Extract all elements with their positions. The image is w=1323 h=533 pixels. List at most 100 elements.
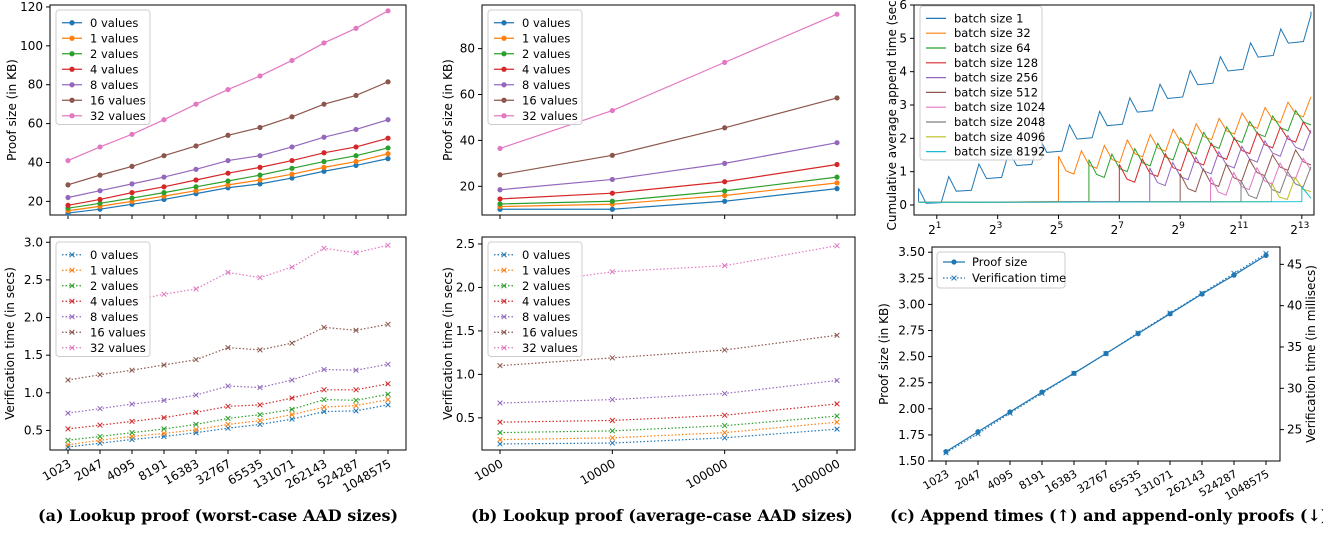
- y-tick-label: 0: [899, 198, 907, 212]
- legend-label: 0 values: [522, 16, 570, 30]
- data-point: [257, 411, 263, 418]
- data-point: [609, 152, 615, 158]
- series-line: [499, 421, 838, 441]
- data-point: [722, 179, 728, 185]
- marker-stroke: [161, 430, 167, 437]
- y-tick-label: 2.50: [898, 350, 925, 364]
- data-point: [321, 134, 327, 140]
- data-point: [722, 125, 728, 131]
- marker-stroke: [225, 344, 231, 351]
- marker-stroke: [609, 396, 616, 403]
- data-point: [1167, 311, 1173, 317]
- marker-stroke: [609, 440, 616, 446]
- data-point: [225, 269, 231, 276]
- data-point: [497, 436, 503, 443]
- data-point: [834, 401, 840, 407]
- marker-stroke: [834, 426, 840, 432]
- series-line: [918, 11, 1312, 204]
- panel-c-top-series-9: [918, 185, 1312, 203]
- data-point: [722, 160, 728, 166]
- data-point: [834, 332, 840, 338]
- marker-stroke: [497, 441, 503, 447]
- panel-a-bottom-series-1: [65, 396, 391, 448]
- data-point: [321, 101, 327, 107]
- data-point: [289, 340, 295, 346]
- marker-stroke: [1135, 330, 1141, 336]
- y-tick-label: 45: [1287, 257, 1302, 271]
- data-point: [385, 145, 391, 151]
- marker-stroke: [193, 392, 199, 398]
- marker-stroke: [65, 441, 71, 448]
- series-line: [499, 403, 838, 423]
- series-line: [499, 334, 838, 367]
- x-tick-label: 32767: [193, 456, 233, 487]
- y-tick-label: 40: [1287, 299, 1302, 313]
- marker-stroke: [834, 242, 840, 249]
- series-line: [918, 96, 1312, 203]
- panel-a-top-series-4: [65, 117, 391, 201]
- marker-stroke: [385, 396, 391, 403]
- data-point: [353, 126, 359, 133]
- y-tick-label: 3.25: [898, 271, 925, 285]
- panel-a-bottom-series-5: [65, 321, 391, 383]
- x-tick-label: 4095: [104, 456, 137, 483]
- marker-stroke: [1103, 350, 1109, 357]
- data-point: [321, 324, 327, 331]
- x-tick-label: 2047: [953, 467, 984, 492]
- marker-stroke: [65, 377, 71, 383]
- data-point: [257, 73, 263, 79]
- marker-stroke: [609, 417, 616, 424]
- data-point: [289, 144, 295, 150]
- data-point: [97, 200, 103, 206]
- data-point: [609, 198, 615, 204]
- panel-a-top-series-5: [65, 79, 391, 188]
- data-point: [65, 437, 71, 443]
- data-point: [353, 144, 359, 150]
- data-point: [129, 190, 135, 196]
- panel-a-bottom-series-2: [65, 391, 391, 443]
- data-point: [1199, 290, 1205, 297]
- data-point: [161, 153, 167, 159]
- marker-stroke: [225, 415, 231, 422]
- data-point: [129, 429, 135, 436]
- legend-label: 32 values: [90, 341, 146, 355]
- data-point: [97, 144, 103, 150]
- data-point: [161, 117, 167, 123]
- panel-c-bottom-series-1: [943, 250, 1269, 456]
- legend-label: batch size 2048: [954, 115, 1045, 129]
- series-line: [499, 13, 838, 150]
- data-point: [497, 400, 503, 406]
- marker-stroke: [257, 411, 263, 418]
- data-point: [65, 194, 71, 201]
- panel-c-top-ylabel: Cumulative average append time (secs): [885, 0, 899, 231]
- series-line: [499, 428, 838, 445]
- data-point: [609, 206, 615, 212]
- data-point: [609, 176, 615, 183]
- data-point: [225, 344, 231, 351]
- data-point: [501, 20, 507, 26]
- y-tick-label: 1.75: [898, 428, 925, 442]
- legend-label: 16 values: [90, 93, 146, 107]
- data-point: [257, 384, 263, 391]
- data-point: [609, 355, 616, 361]
- data-point: [721, 422, 728, 429]
- series-line: [918, 166, 1312, 203]
- data-point: [497, 196, 503, 202]
- marker-stroke: [193, 426, 199, 433]
- data-point: [65, 444, 71, 450]
- data-point: [951, 259, 957, 265]
- panel-a-bottom-y-axis: 0.5 1.0 1.5 2.0 2.5 3.0: [24, 235, 50, 437]
- marker-stroke: [321, 387, 327, 393]
- y-tick-label: 2.0: [456, 280, 475, 294]
- data-point: [69, 66, 75, 72]
- legend-label: batch size 1: [954, 11, 1023, 25]
- marker-stroke: [257, 347, 263, 353]
- legend-label: 16 values: [522, 325, 578, 339]
- y-tick-label: 60: [28, 117, 43, 131]
- data-point: [497, 362, 503, 369]
- panel-c-bottom-y-axis: 1.50 1.75 2.00 2.25 2.50 2.75 3.00 3.25 3.50: [898, 245, 932, 468]
- data-point: [609, 269, 616, 275]
- data-point: [834, 426, 840, 432]
- marker-stroke: [385, 402, 391, 408]
